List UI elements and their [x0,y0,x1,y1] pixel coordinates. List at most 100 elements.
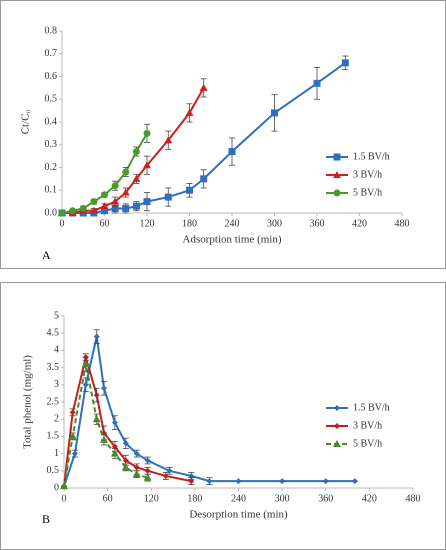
series-line [62,87,205,214]
marker [164,193,172,201]
y-tick-label: 0.5 [47,465,60,476]
y-tick-label: 0.8 [45,25,58,36]
marker [101,207,108,215]
marker [188,478,195,485]
y-tick-label: 3 [54,379,59,390]
marker [122,168,130,176]
x-tick-label: 60 [100,218,110,229]
marker [164,136,173,144]
y-tick-label: 0.2 [45,162,58,173]
y-tick-label: 2 [54,413,59,424]
marker [58,209,66,217]
marker [92,415,101,423]
x-tick-label: 360 [318,493,333,504]
y-tick-label: 3.5 [47,362,60,373]
marker [144,457,151,464]
marker [351,478,358,485]
marker [71,450,78,457]
y-tick-label: 0.4 [45,116,58,127]
marker [162,472,169,479]
marker [82,381,89,388]
x-tick-label: 480 [406,493,421,504]
marker [69,207,77,215]
y-tick-label: 2.5 [47,396,60,407]
y-axis-title: Ct/C₀ [20,110,32,135]
marker [341,59,349,67]
marker [143,161,151,169]
x-tick-label: 120 [144,493,159,504]
x-tick-label: 420 [362,493,377,504]
marker [93,392,100,399]
marker [334,423,340,429]
y-tick-label: 4 [54,345,59,356]
marker [89,206,98,214]
marker [133,450,140,457]
marker [185,108,194,116]
marker [121,188,130,196]
marker [333,153,341,161]
marker [68,432,77,440]
marker [322,478,329,485]
y-tick-label: 0.0 [45,207,58,218]
marker [111,197,120,205]
x-tick-label: 60 [103,493,113,504]
marker [122,457,129,464]
y-tick-label: 0 [54,482,59,493]
marker [69,409,76,416]
marker [313,79,321,87]
y-tick-label: 0.5 [45,94,58,105]
x-tick-label: 180 [187,493,202,504]
marker [110,449,119,457]
marker [333,440,341,447]
marker [133,464,140,471]
marker [111,204,119,212]
panel-label: A [42,248,51,262]
legend-label: 5 BV/h [353,438,382,449]
marker [186,186,193,194]
y-tick-label: 0.1 [45,185,58,196]
x-axis-title: Desorption time (min) [189,509,288,521]
x-tick-label: 180 [182,218,197,229]
x-tick-label: 240 [225,218,240,229]
legend-label: 5 BV/h [353,187,382,198]
marker [111,419,118,426]
marker [143,129,151,137]
legend-label: 1.5 BV/h [353,402,390,413]
marker [122,204,130,212]
marker [81,360,90,368]
series-line [62,62,346,214]
series-line [63,336,355,487]
marker [228,148,236,156]
marker [279,478,286,485]
marker [271,109,278,117]
marker [99,435,108,443]
y-tick-label: 0.7 [45,48,58,59]
marker [93,333,100,340]
marker [79,204,87,212]
marker [143,473,152,481]
marker [121,463,130,471]
x-tick-label: 480 [395,218,410,229]
marker [333,189,341,197]
marker [132,174,141,182]
marker [144,467,151,474]
marker [60,482,68,490]
marker [199,83,208,91]
y-tick-label: 0.3 [45,139,58,150]
marker [235,478,242,485]
marker [333,171,341,178]
series-line [61,132,148,214]
legend-label: 3 BV/h [353,420,382,431]
x-tick-label: 300 [267,218,282,229]
y-tick-label: 4.5 [47,327,60,338]
x-tick-label: 120 [140,218,155,229]
x-tick-label: 420 [352,218,367,229]
legend-label: 1.5 BV/h [353,151,390,162]
x-tick-label: 0 [62,493,67,504]
y-tick-label: 0.6 [45,71,58,82]
marker [334,405,340,411]
y-tick-label: 1 [54,448,59,459]
x-tick-label: 360 [310,218,325,229]
marker [101,191,108,199]
